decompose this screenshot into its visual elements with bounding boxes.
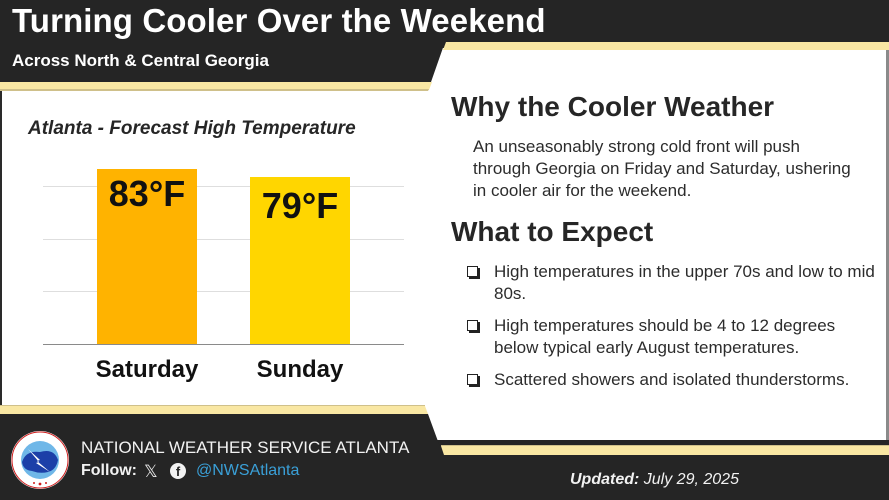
bar-saturday: 83°F: [97, 169, 197, 344]
follow-label: Follow:: [81, 462, 137, 479]
chart-gridline: [43, 239, 404, 240]
header-banner: [0, 0, 889, 91]
social-handle-link[interactable]: @NWSAtlanta: [196, 462, 300, 479]
updated-label: Updated:: [570, 471, 640, 488]
updated-date: July 29, 2025: [643, 471, 739, 488]
x-twitter-icon[interactable]: 𝕏: [144, 462, 158, 481]
org-name: NATIONAL WEATHER SERVICE ATLANTA: [81, 438, 410, 457]
bar-value-label: 79°F: [261, 185, 339, 226]
nws-logo-icon: [11, 431, 69, 489]
chart-x-axis: [43, 344, 404, 345]
list-item-text: Scattered showers and isolated thunderst…: [494, 370, 850, 389]
list-item: High temperatures in the upper 70s and l…: [465, 261, 875, 305]
bar-sunday: 79°F: [250, 177, 350, 344]
updated-timestamp: Updated: July 29, 2025: [570, 471, 739, 489]
chart-title: Atlanta - Forecast High Temperature: [28, 118, 356, 139]
chart-gridline: [43, 186, 404, 187]
info-panel: [400, 48, 889, 440]
expect-list: High temperatures in the upper 70s and l…: [465, 261, 875, 401]
list-item-text: High temperatures in the upper 70s and l…: [494, 262, 875, 303]
why-heading: Why the Cooler Weather: [451, 91, 775, 122]
why-text: An unseasonably strong cold front will p…: [473, 137, 851, 200]
expect-heading: What to Expect: [451, 216, 654, 247]
chart-panel: [0, 84, 440, 408]
checkbox-icon: [467, 266, 478, 277]
list-item: Scattered showers and isolated thunderst…: [465, 369, 875, 391]
bar-value-label: 83°F: [108, 173, 186, 214]
x-axis-label-sunday: Sunday: [256, 356, 344, 383]
list-item-text: High temperatures should be 4 to 12 degr…: [494, 316, 836, 357]
checkbox-icon: [467, 320, 478, 331]
list-item: High temperatures should be 4 to 12 degr…: [465, 315, 875, 359]
page-title: Turning Cooler Over the Weekend: [12, 2, 546, 39]
chart-gridline: [43, 291, 404, 292]
facebook-icon[interactable]: f: [170, 463, 186, 479]
x-axis-label-saturday: Saturday: [95, 356, 199, 383]
page-subtitle: Across North & Central Georgia: [12, 51, 269, 70]
checkbox-icon: [467, 374, 478, 385]
